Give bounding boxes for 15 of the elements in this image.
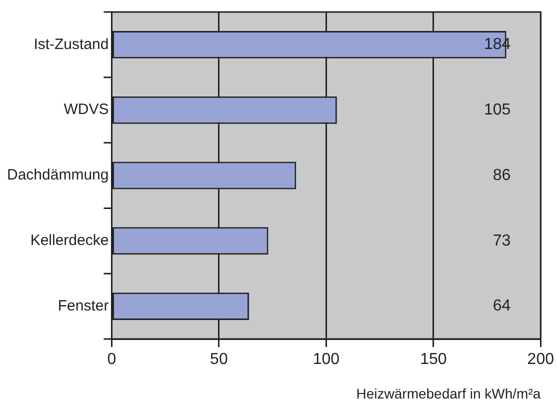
y-tick-label: Ist-Zustand <box>34 36 109 53</box>
x-tick-label: 0 <box>107 351 116 368</box>
y-tick-label: Dachdämmung <box>7 166 109 184</box>
y-tick-label: WDVS <box>64 101 109 118</box>
x-tick-label: 100 <box>312 351 340 368</box>
y-tick-label: Kellerdecke <box>30 232 109 250</box>
data-label: 73 <box>492 232 511 250</box>
x-tick-label: 200 <box>527 351 554 368</box>
data-label: 86 <box>492 166 511 184</box>
x-tick-label: 50 <box>210 351 228 368</box>
data-label: 64 <box>492 298 511 315</box>
data-label: 105 <box>484 102 511 119</box>
x-tick-label: 150 <box>420 351 447 368</box>
x-axis-title: Heizwärmebedarf in kWh/m²a <box>356 385 541 402</box>
y-tick-label: Fenster <box>58 297 109 314</box>
